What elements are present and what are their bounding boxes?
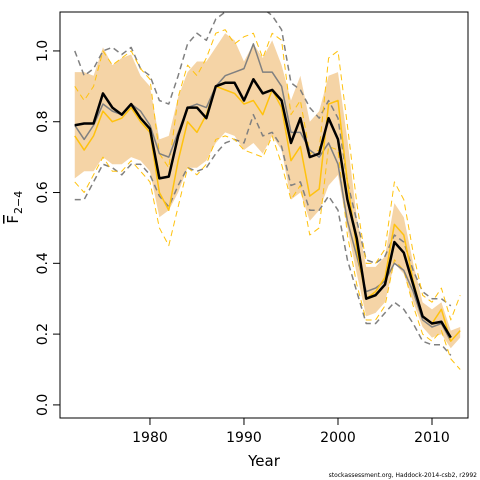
y-tick-label: 0.4 bbox=[35, 252, 51, 274]
x-tick-label: 2010 bbox=[414, 430, 450, 446]
series-line bbox=[74, 113, 452, 356]
y-axis-label: F 2−4 bbox=[4, 191, 25, 224]
y-tick-label: 0.8 bbox=[35, 111, 51, 133]
y-tick-label: 0.0 bbox=[35, 394, 51, 416]
y-tick-label: 1.0 bbox=[35, 40, 51, 62]
y-label-main: F bbox=[4, 215, 22, 224]
series-line bbox=[74, 85, 461, 342]
x-tick-label: 2000 bbox=[320, 430, 356, 446]
y-tick-label: 0.6 bbox=[35, 181, 51, 203]
y-label-sub: 2−4 bbox=[12, 191, 25, 214]
series-line bbox=[74, 78, 452, 339]
x-axis-label: Year bbox=[247, 452, 281, 470]
series-line bbox=[74, 29, 461, 321]
footnote: stockassessment.org, Haddock-2014-csb2, … bbox=[329, 472, 478, 479]
x-tick-label: 1990 bbox=[226, 430, 262, 446]
plot-area bbox=[74, 12, 461, 370]
plot-frame bbox=[59, 11, 469, 419]
y-tick-label: 0.2 bbox=[35, 323, 51, 345]
x-tick-label: 1980 bbox=[132, 430, 168, 446]
confidence-band bbox=[74, 33, 461, 349]
